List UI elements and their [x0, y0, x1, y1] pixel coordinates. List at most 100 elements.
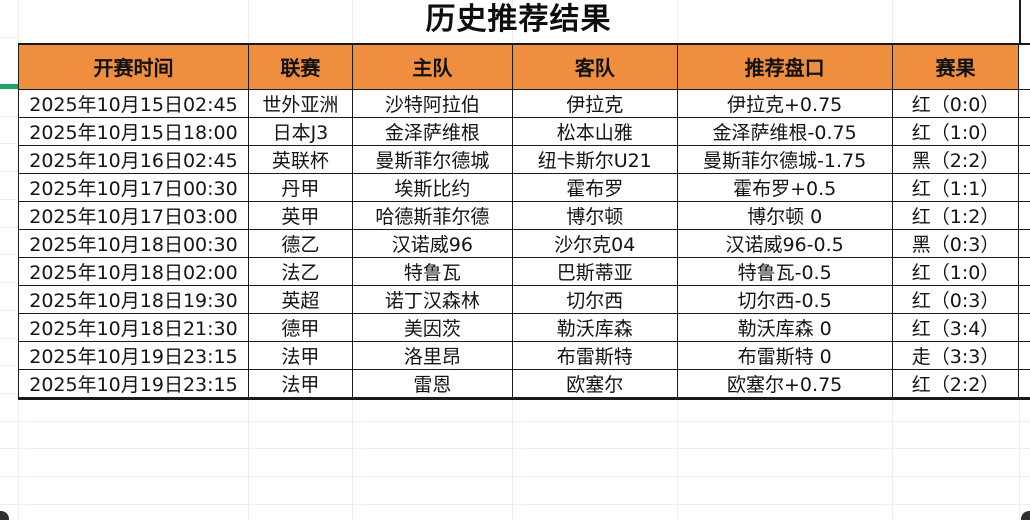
grid-hline	[0, 37, 18, 38]
table-row: 2025年10月16日02:45 英联杯 曼斯菲尔德城 纽卡斯尔U21 曼斯菲尔德城-1…	[18, 144, 1030, 174]
cell-league[interactable]: 世外亚洲	[247, 88, 353, 118]
cell-time[interactable]: 2025年10月18日02:00	[18, 256, 249, 286]
cell-handicap[interactable]: 布雷斯特 0	[676, 340, 893, 370]
cell-away[interactable]: 纽卡斯尔U21	[511, 144, 678, 174]
cell-result[interactable]: 黑（0:3）	[891, 228, 1020, 258]
cell-league[interactable]: 英联杯	[247, 144, 353, 174]
cell-away[interactable]: 欧塞尔	[511, 368, 678, 399]
stub-cell	[1018, 228, 1030, 258]
cell-away[interactable]: 巴斯蒂亚	[511, 256, 678, 286]
cell-away[interactable]: 伊拉克	[511, 88, 678, 118]
cell-result[interactable]: 红（3:4）	[891, 312, 1020, 342]
cell-home[interactable]: 洛里昂	[351, 340, 513, 370]
table-row: 2025年10月19日23:15 法甲 洛里昂 布雷斯特 布雷斯特 0 走（3:3）	[18, 340, 1030, 370]
cell-home[interactable]: 雷恩	[351, 368, 513, 399]
cell-league[interactable]: 德乙	[247, 228, 353, 258]
cell-time[interactable]: 2025年10月18日00:30	[18, 228, 249, 258]
grid-hline	[0, 476, 1030, 478]
cell-away[interactable]: 霍布罗	[511, 172, 678, 202]
cell-home[interactable]: 沙特阿拉伯	[351, 88, 513, 118]
table-header-row: 开赛时间 联赛 主队 客队 推荐盘口 赛果	[18, 43, 1030, 90]
page-title: 历史推荐结果	[425, 2, 612, 37]
column-header-result[interactable]: 赛果	[891, 43, 1020, 90]
cell-time[interactable]: 2025年10月18日21:30	[18, 312, 249, 342]
stub-cell	[1018, 284, 1030, 314]
stub-column-header	[1018, 43, 1030, 90]
grid-hline	[0, 420, 1030, 422]
cell-time[interactable]: 2025年10月19日23:15	[18, 368, 249, 399]
cell-away[interactable]: 松本山雅	[511, 116, 678, 146]
cell-league[interactable]: 英甲	[247, 200, 353, 230]
cell-handicap[interactable]: 欧塞尔+0.75	[676, 368, 893, 399]
cell-result[interactable]: 红（2:2）	[891, 368, 1020, 399]
cell-home[interactable]: 汉诺威96	[351, 228, 513, 258]
cell-away[interactable]: 勒沃库森	[511, 312, 678, 342]
cell-handicap[interactable]: 特鲁瓦-0.5	[676, 256, 893, 286]
stub-cell	[1018, 172, 1030, 202]
cell-handicap[interactable]: 汉诺威96-0.5	[676, 228, 893, 258]
cell-home[interactable]: 诺丁汉森林	[351, 284, 513, 314]
cell-handicap[interactable]: 博尔顿 0	[676, 200, 893, 230]
cell-result[interactable]: 红（0:0）	[891, 88, 1020, 118]
cell-handicap[interactable]: 伊拉克+0.75	[676, 88, 893, 118]
cell-league[interactable]: 法乙	[247, 256, 353, 286]
grid-hline	[0, 503, 1030, 505]
cell-away[interactable]: 切尔西	[511, 284, 678, 314]
cell-league[interactable]: 日本J3	[247, 116, 353, 146]
stub-cell	[1018, 116, 1030, 146]
cell-handicap[interactable]: 曼斯菲尔德城-1.75	[676, 144, 893, 174]
row-selection-indicator	[0, 84, 18, 89]
stub-cell	[1018, 340, 1030, 370]
cell-result[interactable]: 红（1:0）	[891, 256, 1020, 286]
column-header-home[interactable]: 主队	[351, 43, 513, 90]
cell-league[interactable]: 法甲	[247, 340, 353, 370]
grid-hline	[0, 448, 1030, 450]
column-header-away[interactable]: 客队	[511, 43, 678, 90]
cell-time[interactable]: 2025年10月16日02:45	[18, 144, 249, 174]
column-header-time[interactable]: 开赛时间	[18, 43, 249, 90]
cell-home[interactable]: 金泽萨维根	[351, 116, 513, 146]
cell-handicap[interactable]: 勒沃库森 0	[676, 312, 893, 342]
table-row: 2025年10月18日21:30 德甲 美因茨 勒沃库森 勒沃库森 0 红（3:4）	[18, 312, 1030, 342]
cell-away[interactable]: 博尔顿	[511, 200, 678, 230]
stub-cell	[1018, 88, 1030, 118]
column-header-handicap[interactable]: 推荐盘口	[676, 43, 893, 90]
cell-home[interactable]: 美因茨	[351, 312, 513, 342]
cell-result[interactable]: 红（1:0）	[891, 116, 1020, 146]
cell-handicap[interactable]: 切尔西-0.5	[676, 284, 893, 314]
cell-league[interactable]: 英超	[247, 284, 353, 314]
table-row: 2025年10月18日19:30 英超 诺丁汉森林 切尔西 切尔西-0.5 红（0:3）	[18, 284, 1030, 314]
cell-time[interactable]: 2025年10月19日23:15	[18, 340, 249, 370]
cell-away[interactable]: 沙尔克04	[511, 228, 678, 258]
cell-time[interactable]: 2025年10月15日18:00	[18, 116, 249, 146]
history-results-table: 开赛时间 联赛 主队 客队 推荐盘口 赛果 2025年10月15日02:45 世外亚洲 沙特阿…	[18, 43, 1030, 400]
cell-result[interactable]: 红（1:2）	[891, 200, 1020, 230]
cell-league[interactable]: 丹甲	[247, 172, 353, 202]
column-header-league[interactable]: 联赛	[247, 43, 353, 90]
cell-result[interactable]: 走（3:3）	[891, 340, 1020, 370]
cell-result[interactable]: 黑（2:2）	[891, 144, 1020, 174]
cell-home[interactable]: 曼斯菲尔德城	[351, 144, 513, 174]
cell-result[interactable]: 红（1:1）	[891, 172, 1020, 202]
cell-handicap[interactable]: 金泽萨维根-0.75	[676, 116, 893, 146]
cell-handicap[interactable]: 霍布罗+0.5	[676, 172, 893, 202]
table-row: 2025年10月18日02:00 法乙 特鲁瓦 巴斯蒂亚 特鲁瓦-0.5 红（1:0）	[18, 256, 1030, 286]
stub-cell	[1018, 200, 1030, 230]
cell-result[interactable]: 红（0:3）	[891, 284, 1020, 314]
screen-corner	[0, 511, 9, 520]
cell-home[interactable]: 特鲁瓦	[351, 256, 513, 286]
cell-time[interactable]: 2025年10月18日19:30	[18, 284, 249, 314]
cell-time[interactable]: 2025年10月17日03:00	[18, 200, 249, 230]
table-row: 2025年10月17日03:00 英甲 哈德斯菲尔德 博尔顿 博尔顿 0 红（1:2）	[18, 200, 1030, 230]
cell-league[interactable]: 法甲	[247, 368, 353, 399]
cell-time[interactable]: 2025年10月15日02:45	[18, 88, 249, 118]
cell-away[interactable]: 布雷斯特	[511, 340, 678, 370]
cell-home[interactable]: 哈德斯菲尔德	[351, 200, 513, 230]
cell-time[interactable]: 2025年10月17日00:30	[18, 172, 249, 202]
table-row: 2025年10月17日00:30 丹甲 埃斯比约 霍布罗 霍布罗+0.5 红（1:1）	[18, 172, 1030, 202]
stub-column-divider	[1019, 0, 1021, 45]
cell-home[interactable]: 埃斯比约	[351, 172, 513, 202]
cell-league[interactable]: 德甲	[247, 312, 353, 342]
table-row: 2025年10月15日02:45 世外亚洲 沙特阿拉伯 伊拉克 伊拉克+0.75 红（0:…	[18, 88, 1030, 118]
